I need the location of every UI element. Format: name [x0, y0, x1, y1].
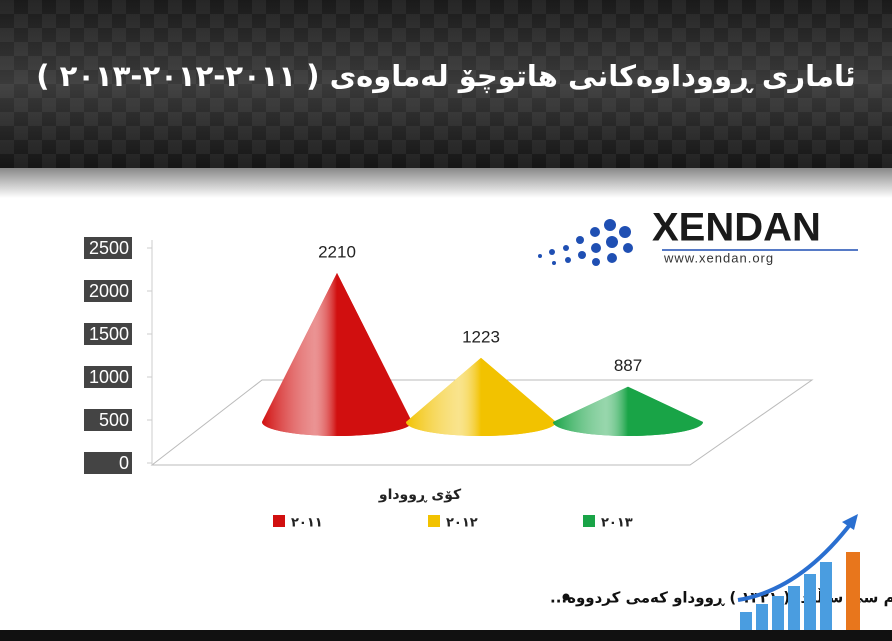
x-category-label: كۆی ڕووداو: [378, 487, 462, 503]
value-label: 1223: [462, 327, 500, 346]
header-pattern: [0, 0, 892, 168]
legend-label: ٢٠١١: [291, 516, 323, 531]
y-tick-label: 1500: [89, 324, 129, 344]
logo-dots: [538, 219, 633, 266]
cone-shine: [553, 386, 703, 436]
legend-swatch: [273, 515, 285, 527]
cone-shine: [262, 272, 412, 436]
logo-url: www.xendan.org: [663, 250, 774, 265]
y-tick-label: 2000: [89, 281, 129, 301]
bullet: [562, 593, 570, 601]
value-label: 2210: [318, 242, 356, 261]
logo-name: XENDAN: [652, 206, 821, 250]
y-tick-label: 500: [99, 410, 129, 430]
separator: [0, 168, 892, 198]
y-tick-box: [84, 237, 132, 259]
y-tick-label: 0: [119, 453, 129, 473]
y-tick-box: [84, 452, 132, 474]
y-tick-label: 1000: [89, 367, 129, 387]
growth-icon: [737, 514, 860, 632]
legend-label: ٢٠١٣: [601, 516, 633, 531]
footer-bar: [0, 630, 892, 641]
value-label: 887: [614, 356, 642, 375]
cone-shine: [406, 357, 556, 436]
legend-label: ٢٠١٢: [446, 516, 478, 531]
footer-note: لەماوەی ئەم سێ ساڵەدا ( ١٣٢١ ) ڕووداو کە…: [550, 588, 892, 607]
y-tick-box: [84, 323, 132, 345]
y-tick-box: [84, 366, 132, 388]
legend-swatch: [428, 515, 440, 527]
page-title: ئاماری ڕووداوەکانی هاتوچۆ لەماوەی ( ٢٠١١…: [36, 59, 855, 94]
y-tick-label: 2500: [89, 238, 129, 258]
y-tick-box: [84, 280, 132, 302]
y-tick-box: [84, 409, 132, 431]
legend-swatch: [583, 515, 595, 527]
